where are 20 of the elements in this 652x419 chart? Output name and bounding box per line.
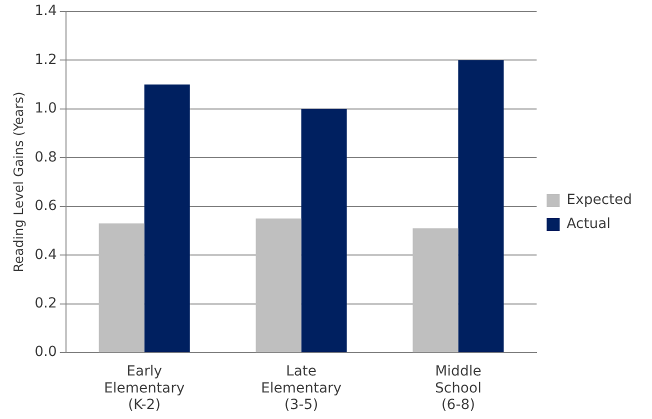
y-tick-label: 0.8 — [34, 149, 57, 166]
x-tick-label: Late Elementary (3-5) — [260, 364, 342, 414]
y-tick-label: 1.4 — [34, 3, 57, 20]
bar — [458, 60, 504, 352]
y-tick-label: 0.4 — [34, 246, 57, 263]
x-tick-label: Middle School (6-8) — [434, 364, 482, 414]
bar — [301, 108, 347, 352]
bar — [256, 218, 302, 352]
y-tick-label: 1.2 — [34, 52, 57, 68]
legend-label: Actual — [566, 216, 611, 232]
y-axis-title: Reading Level Gains (Years) — [12, 92, 28, 272]
bar — [412, 228, 458, 352]
y-tick-label: 0.2 — [34, 296, 57, 312]
bar — [98, 223, 144, 352]
y-tick-label: 1.0 — [34, 100, 57, 117]
x-tick-label: Early Elementary (K-2) — [104, 364, 185, 414]
y-tick-label: 0.6 — [34, 198, 57, 214]
y-tick-label: 0.0 — [34, 344, 57, 360]
bar — [144, 84, 190, 352]
legend-label: Expected — [566, 192, 632, 208]
